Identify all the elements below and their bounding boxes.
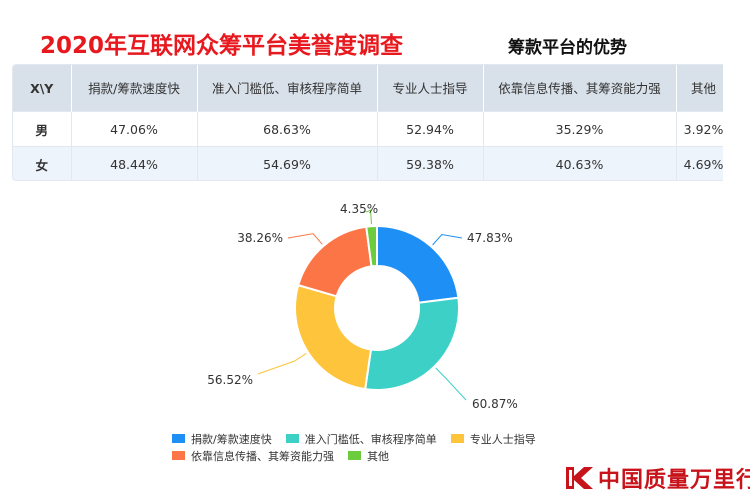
data-label: 4.35% bbox=[340, 202, 378, 216]
column-header: 依靠信息传播、其筹资能力强 bbox=[483, 65, 677, 112]
column-header: 捐款/筹款速度快 bbox=[71, 65, 198, 112]
data-label: 60.87% bbox=[472, 397, 518, 411]
legend-item[interactable]: 其他 bbox=[348, 448, 389, 464]
brand-logo: 中国质量万里行 bbox=[564, 462, 750, 494]
donut-slice[interactable] bbox=[365, 224, 378, 268]
legend-swatch bbox=[172, 451, 185, 460]
table-cell: 4.69% bbox=[676, 146, 723, 180]
legend-label: 捐款/筹款速度快 bbox=[191, 432, 272, 446]
legend-item[interactable]: 依靠信息传播、其筹资能力强 bbox=[172, 448, 334, 464]
label-leader-line bbox=[365, 209, 372, 225]
data-label: 47.83% bbox=[467, 231, 513, 245]
logo-text: 中国质量万里行 bbox=[598, 467, 750, 493]
chart-legend: 捐款/筹款速度快 准入门槛低、审核程序简单 专业人士指导 依靠信息传播、其筹资能… bbox=[172, 430, 622, 464]
row-header-female: 女 bbox=[13, 146, 72, 180]
column-header: 准入门槛低、审核程序简单 bbox=[197, 65, 378, 112]
table-cell: 47.06% bbox=[71, 111, 198, 147]
table-row: 女 48.44% 54.69% 59.38% 40.63% 4.69% bbox=[13, 146, 723, 180]
legend-swatch bbox=[285, 434, 299, 443]
table-cell: 35.29% bbox=[483, 111, 677, 147]
legend-swatch bbox=[172, 434, 185, 443]
label-leader-line bbox=[435, 367, 467, 401]
legend-item[interactable]: 捐款/筹款速度快 bbox=[172, 431, 272, 447]
legend-label: 其他 bbox=[367, 449, 389, 463]
row-header-male: 男 bbox=[13, 111, 72, 147]
data-label: 56.52% bbox=[207, 373, 253, 387]
legend-swatch bbox=[348, 451, 361, 460]
table-cell: 3.92% bbox=[676, 111, 723, 147]
table-cell: 59.38% bbox=[377, 146, 484, 180]
donut-slice[interactable] bbox=[294, 283, 373, 391]
label-leader-line bbox=[257, 353, 307, 375]
donut-chart: 47.83% 60.87% 56.52% 38.26% 4.35% bbox=[207, 202, 518, 411]
legend-label: 准入门槛低、审核程序简单 bbox=[304, 432, 437, 446]
logo-mark-icon bbox=[566, 467, 593, 489]
column-header: 其他 bbox=[676, 65, 723, 112]
table-cell: 68.63% bbox=[197, 111, 378, 147]
legend-item[interactable]: 准入门槛低、审核程序简单 bbox=[285, 431, 437, 447]
table-header-row: X\Y 捐款/筹款速度快 准入门槛低、审核程序简单 专业人士指导 依靠信息传播、… bbox=[13, 65, 723, 112]
page-title: 2020年互联网众筹平台美誉度调查 bbox=[40, 33, 404, 59]
survey-table-container: X\Y 捐款/筹款速度快 准入门槛低、审核程序简单 专业人士指导 依靠信息传播、… bbox=[12, 64, 723, 181]
table-cell: 48.44% bbox=[71, 146, 198, 180]
table-corner-header: X\Y bbox=[13, 65, 72, 112]
legend-label: 专业人士指导 bbox=[469, 432, 536, 446]
legend-swatch bbox=[450, 434, 464, 443]
legend-item[interactable]: 专业人士指导 bbox=[450, 431, 536, 447]
donut-slice[interactable] bbox=[364, 296, 460, 391]
donut-slice[interactable] bbox=[297, 225, 373, 298]
table-cell: 40.63% bbox=[483, 146, 677, 180]
legend-label: 依靠信息传播、其筹资能力强 bbox=[191, 449, 334, 463]
table-row: 男 47.06% 68.63% 52.94% 35.29% 3.92% bbox=[13, 111, 723, 147]
table-cell: 54.69% bbox=[197, 146, 378, 180]
label-leader-line bbox=[432, 233, 463, 246]
table-cell: 52.94% bbox=[377, 111, 484, 147]
label-leader-line bbox=[287, 233, 323, 245]
chart-subtitle: 筹款平台的优势 bbox=[508, 38, 627, 58]
survey-table: X\Y 捐款/筹款速度快 准入门槛低、审核程序简单 专业人士指导 依靠信息传播、… bbox=[13, 65, 723, 180]
donut-slice[interactable] bbox=[376, 224, 460, 304]
column-header: 专业人士指导 bbox=[377, 65, 484, 112]
data-label: 38.26% bbox=[237, 231, 283, 245]
